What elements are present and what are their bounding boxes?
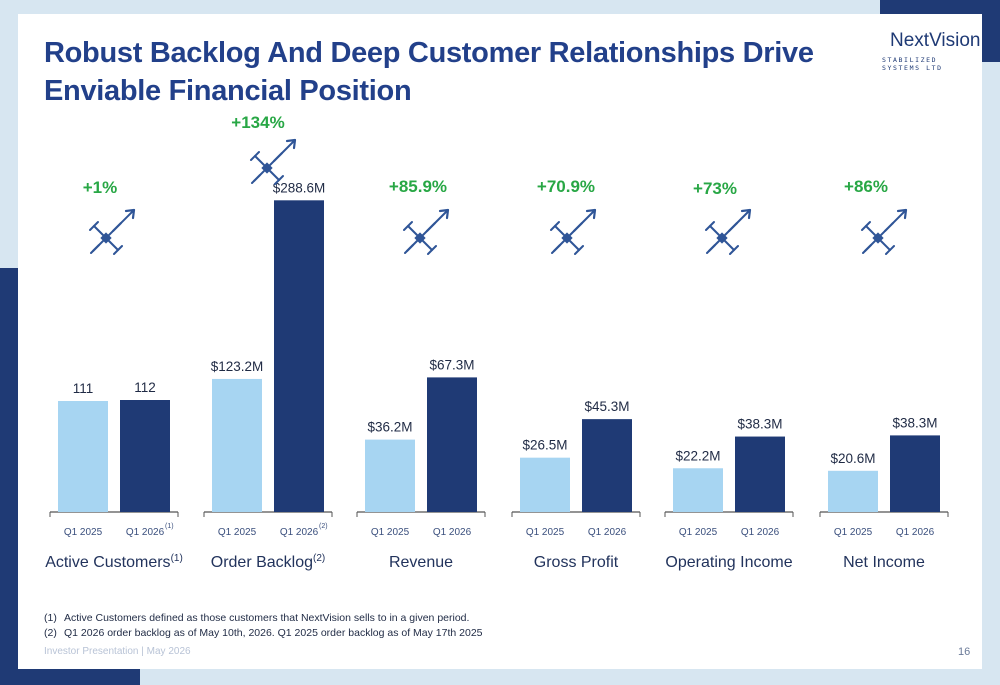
footer-text: Investor Presentation | May 2026 — [44, 646, 191, 657]
slide-card — [18, 14, 982, 669]
value-label: $38.3M — [737, 417, 782, 432]
tick-label: Q1 2026 — [896, 527, 935, 538]
category-title: Gross Profit — [534, 554, 619, 571]
tick-label: Q1 2025 — [834, 527, 873, 538]
value-label: $36.2M — [367, 420, 412, 435]
slide-title: Robust Backlog And Deep Customer Relatio… — [44, 37, 814, 107]
bar-q1-2025 — [58, 401, 108, 512]
tick-label: Q1 2026 — [741, 527, 780, 538]
value-label: 111 — [73, 381, 94, 396]
tick-label: Q1 2025 — [526, 527, 565, 538]
tick-label: Q1 2025 — [64, 527, 103, 538]
corner-accent-top-right — [880, 0, 1000, 14]
tick-label: Q1 2026 — [280, 527, 319, 538]
bar-q1-2026 — [427, 377, 477, 512]
category-title: Order Backlog(2) — [211, 553, 326, 571]
tick-label: Q1 2025 — [371, 527, 410, 538]
value-label: $67.3M — [429, 357, 474, 372]
growth-label: +134% — [231, 113, 284, 132]
chart-panel-1: 111 Q1 2025 112 Q1 2026(1) Active Customers(… — [45, 178, 183, 571]
tick-label: Q1 2026 — [588, 527, 627, 538]
bar-q1-2025 — [212, 378, 262, 512]
corner-accent-right — [982, 0, 1000, 62]
bar-q1-2025 — [520, 457, 570, 512]
bar-q1-2026 — [582, 419, 632, 512]
drone-growth-icon — [250, 138, 297, 185]
tick-note: (2) — [319, 523, 328, 530]
company-logo: NextVision STABILIZED SYSTEMS LTD — [880, 30, 980, 76]
growth-label: +73% — [693, 179, 737, 198]
logo-name: NextVision — [890, 30, 981, 51]
corner-accent-bottom-left — [0, 669, 140, 685]
bar-q1-2026 — [890, 435, 940, 512]
value-label: $45.3M — [584, 399, 629, 414]
bar-q1-2026 — [274, 200, 324, 512]
bar-q1-2026 — [120, 400, 170, 512]
bar-q1-2025 — [365, 439, 415, 512]
corner-accent-left — [0, 268, 18, 685]
drone-growth-icon — [550, 208, 597, 255]
drone-growth-icon — [861, 208, 908, 255]
category-title: Net Income — [843, 554, 925, 571]
value-label: $288.6M — [273, 180, 326, 195]
value-label: $22.2M — [675, 448, 720, 463]
value-label: $38.3M — [892, 415, 937, 430]
category-title: Operating Income — [665, 554, 792, 571]
drone-growth-icon — [403, 208, 450, 255]
tick-label: Q1 2026 — [433, 527, 472, 538]
bar-q1-2025 — [828, 470, 878, 512]
growth-label: +86% — [844, 177, 888, 196]
chart-panel-6: $20.6M Q1 2025 $38.3M Q1 2026 Net Income +86% — [819, 177, 949, 571]
chart-panel-2: $123.2M Q1 2025 $288.6M Q1 2026(2) Order Bac… — [203, 113, 333, 571]
page-number: 16 — [958, 646, 971, 658]
drone-growth-icon — [89, 208, 136, 255]
drone-growth-icon — [705, 208, 752, 255]
tick-label: Q1 2025 — [218, 527, 257, 538]
growth-label: +1% — [83, 178, 118, 197]
footnotes: (1) Active Customers defined as those cus… — [44, 611, 483, 641]
tick-note: (1) — [165, 523, 174, 530]
tick-label: Q1 2025 — [679, 527, 718, 538]
value-label: $20.6M — [830, 451, 875, 466]
footnote-2: (2) Q1 2026 order backlog as of May 10th,… — [44, 627, 483, 639]
chart-panel-3: $36.2M Q1 2025 $67.3M Q1 2026 Revenue +85.9% — [356, 177, 486, 571]
value-label: $123.2M — [211, 359, 264, 374]
growth-label: +70.9% — [537, 177, 595, 196]
chart-panel-4: $26.5M Q1 2025 $45.3M Q1 2026 Gross Profit +7… — [511, 177, 641, 571]
bar-q1-2025 — [673, 468, 723, 512]
bar-q1-2026 — [735, 436, 785, 512]
category-title: Active Customers(1) — [45, 553, 183, 571]
logo-subtitle: STABILIZED SYSTEMS LTD — [882, 56, 943, 72]
value-label: $26.5M — [522, 438, 567, 453]
growth-label: +85.9% — [389, 177, 447, 196]
value-label: 112 — [134, 380, 156, 395]
tick-label: Q1 2026 — [126, 527, 165, 538]
category-title: Revenue — [389, 554, 453, 571]
footnote-1: (1) Active Customers defined as those cus… — [44, 612, 470, 624]
chart-panel-5: $22.2M Q1 2025 $38.3M Q1 2026 Operating Inco… — [664, 179, 794, 571]
